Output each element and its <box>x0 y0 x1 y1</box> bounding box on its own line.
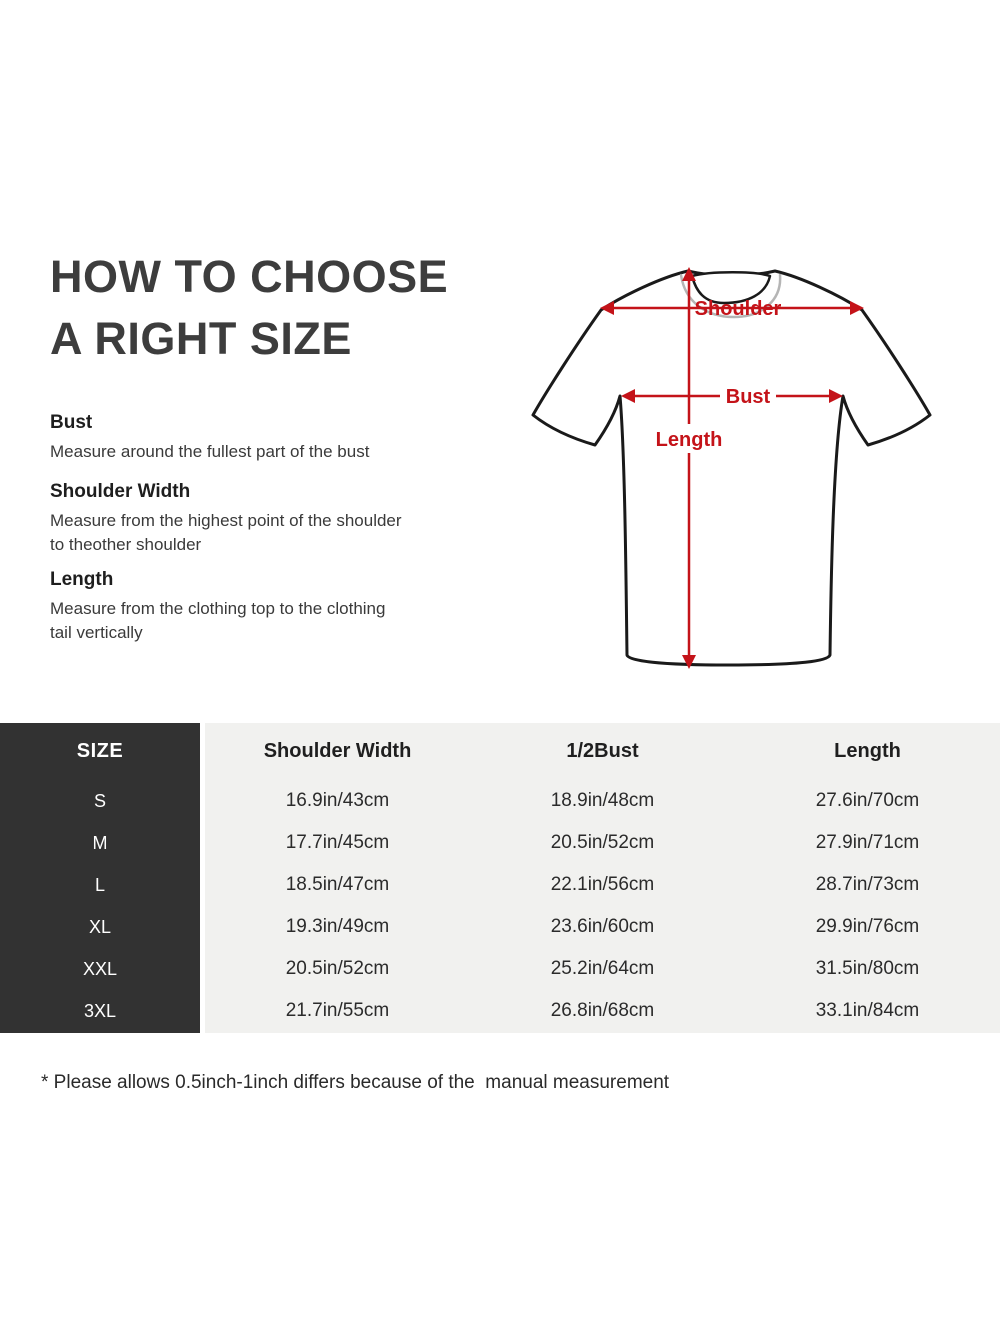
length-description: Measure from the clothing top to the clo… <box>50 599 386 642</box>
tshirt-diagram: Shoulder Bust Length <box>531 267 932 669</box>
cell-length: 29.9in/76cm <box>815 916 920 937</box>
cell-length: 33.1in/84cm <box>815 1000 920 1021</box>
cell-shoulder: 19.3in/49cm <box>285 916 390 937</box>
bust-label: Bust <box>726 386 771 408</box>
length-heading: Length <box>50 569 114 590</box>
cell-shoulder: 20.5in/52cm <box>285 958 390 979</box>
cell-shoulder: 16.9in/43cm <box>285 790 390 811</box>
collar-opening <box>690 271 772 305</box>
table-row: 21.7in/55cm 26.8in/68cm 33.1in/84cm <box>205 990 1000 1032</box>
table-row: 17.7in/45cm 20.5in/52cm 27.9in/71cm <box>205 822 1000 864</box>
header-length: Length <box>834 740 901 762</box>
length-arrowhead-bottom <box>682 655 696 669</box>
bust-heading: Bust <box>50 412 93 433</box>
page-title-line2: A RIGHT SIZE <box>50 313 352 364</box>
bust-arrowhead-right <box>829 389 843 403</box>
table-row: 18.5in/47cm 22.1in/56cm 28.7in/73cm <box>205 864 1000 906</box>
shoulder-width-description: Measure from the highest point of the sh… <box>50 511 402 554</box>
cell-bust: 20.5in/52cm <box>550 832 655 853</box>
cell-shoulder: 17.7in/45cm <box>285 832 390 853</box>
cell-shoulder: 18.5in/47cm <box>285 874 390 895</box>
size-label-l: L <box>94 875 105 895</box>
size-table: SIZE S M L XL XXL 3XL Shoulder Width 1/2… <box>0 723 1000 1033</box>
cell-bust: 18.9in/48cm <box>550 790 655 811</box>
page-title: HOW TO CHOOSE A RIGHT SIZE <box>50 246 448 370</box>
shoulder-width-heading: Shoulder Width <box>50 481 191 502</box>
cell-shoulder: 21.7in/55cm <box>285 1000 390 1021</box>
cell-bust: 23.6in/60cm <box>550 916 655 937</box>
size-label-3xl: 3XL <box>83 1001 117 1021</box>
cell-length: 28.7in/73cm <box>815 874 920 895</box>
bust-arrowhead-left <box>621 389 635 403</box>
size-label-m: M <box>92 833 108 853</box>
length-arrowhead-top <box>682 267 696 281</box>
cell-length: 31.5in/80cm <box>815 958 920 979</box>
size-column-header: SIZE <box>76 740 124 762</box>
measurements-columns: Shoulder Width 1/2Bust Length 16.9in/43c… <box>205 723 1000 1033</box>
header-half-bust: 1/2Bust <box>566 740 639 762</box>
size-label-xl: XL <box>88 917 112 937</box>
measurement-footnote: * Please allows 0.5inch-1inch differs be… <box>41 1072 670 1093</box>
cell-length: 27.9in/71cm <box>815 832 920 853</box>
size-label-s: S <box>93 791 106 811</box>
cell-length: 27.6in/70cm <box>815 790 920 811</box>
cell-bust: 26.8in/68cm <box>550 1000 655 1021</box>
length-label-bg <box>652 424 726 453</box>
table-row: 19.3in/49cm 23.6in/60cm 29.9in/76cm <box>205 906 1000 948</box>
header-shoulder-width: Shoulder Width <box>263 740 412 762</box>
cell-bust: 25.2in/64cm <box>550 958 655 979</box>
table-header-row: Shoulder Width 1/2Bust Length <box>205 723 1000 780</box>
length-label: Length <box>656 429 723 451</box>
tshirt-outline <box>531 269 932 667</box>
table-row: 20.5in/52cm 25.2in/64cm 31.5in/80cm <box>205 948 1000 990</box>
bust-description: Measure around the fullest part of the b… <box>50 442 370 461</box>
bust-label-bg <box>720 381 776 410</box>
size-column: SIZE S M L XL XXL 3XL <box>0 723 200 1033</box>
table-row: 16.9in/43cm 18.9in/48cm 27.6in/70cm <box>205 780 1000 822</box>
size-label-xxl: XXL <box>82 959 118 979</box>
cell-bust: 22.1in/56cm <box>550 874 655 895</box>
shoulder-label: Shoulder <box>695 298 782 320</box>
shoulder-arrowhead-right <box>850 301 864 315</box>
shoulder-arrowhead-left <box>600 301 614 315</box>
page-title-line1: HOW TO CHOOSE <box>50 251 449 302</box>
